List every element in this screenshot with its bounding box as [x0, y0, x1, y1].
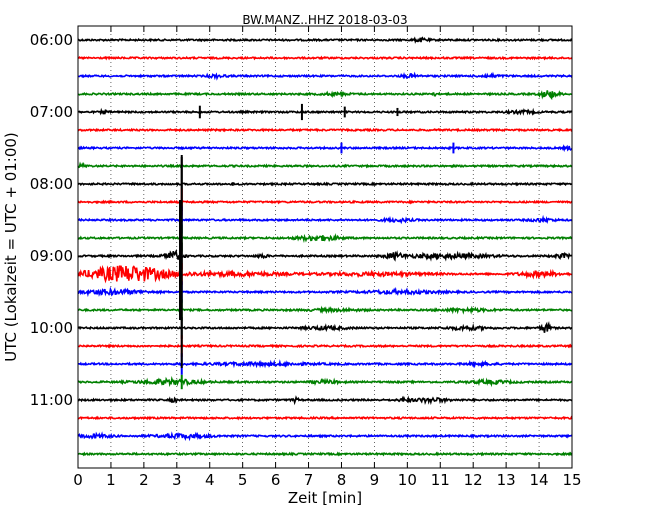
x-tick-label: 13	[497, 471, 516, 489]
trace-group	[77, 36, 573, 457]
axis-ticks: 0 1 2 3 4 5 6 7 8 9 10 11 12 13 14 1506:0007:0008:0009:…	[30, 26, 582, 489]
x-tick-label: 12	[464, 471, 483, 489]
trace-0800	[77, 181, 573, 187]
trace-1115	[77, 415, 573, 421]
grid-lines	[110, 26, 540, 468]
x-tick-label: 4	[205, 471, 215, 489]
y-tick-label: 07:00	[30, 103, 73, 121]
y-tick-label: 08:00	[30, 175, 73, 193]
trace-1030	[77, 359, 573, 369]
trace-0615	[77, 55, 573, 61]
trace-1145	[77, 451, 573, 457]
trace-0715	[77, 127, 573, 133]
trace-0745	[77, 161, 573, 169]
x-tick-label: 3	[172, 471, 182, 489]
trace-0830	[77, 214, 573, 225]
x-tick-label: 7	[304, 471, 314, 489]
trace-0700	[77, 107, 573, 116]
chart-title: BW.MANZ..HHZ 2018-03-03	[242, 13, 407, 27]
trace-0730	[77, 144, 573, 153]
trace-0645	[77, 90, 573, 101]
trace-0945	[78, 305, 573, 315]
y-tick-label: 11:00	[30, 391, 73, 409]
y-axis-label: UTC (Lokalzeit = UTC + 01:00)	[2, 132, 20, 362]
x-tick-label: 15	[562, 471, 581, 489]
x-tick-label: 10	[398, 471, 417, 489]
trace-0845	[77, 232, 573, 244]
trace-0600	[77, 36, 573, 44]
trace-0915	[77, 264, 573, 284]
trace-1130	[77, 431, 573, 442]
trace-0900	[77, 248, 573, 262]
trace-0630	[77, 71, 573, 81]
x-tick-label: 6	[271, 471, 281, 489]
x-tick-label: 8	[337, 471, 347, 489]
x-axis-label: Zeit [min]	[288, 489, 362, 507]
x-tick-label: 9	[370, 471, 380, 489]
y-tick-label: 06:00	[30, 31, 73, 49]
x-tick-label: 0	[73, 471, 83, 489]
trace-1100	[77, 395, 573, 406]
trace-1000	[77, 320, 573, 333]
x-tick-label: 1	[106, 471, 116, 489]
x-tick-label: 11	[431, 471, 450, 489]
y-tick-label: 09:00	[30, 247, 73, 265]
x-tick-label: 2	[139, 471, 149, 489]
trace-1015	[77, 343, 573, 349]
trace-0815	[77, 199, 573, 205]
x-tick-label: 14	[530, 471, 549, 489]
trace-0930	[77, 286, 573, 298]
trace-1045	[77, 375, 573, 388]
y-tick-label: 10:00	[30, 319, 73, 337]
plot-frame	[77, 25, 573, 469]
x-tick-label: 5	[238, 471, 248, 489]
